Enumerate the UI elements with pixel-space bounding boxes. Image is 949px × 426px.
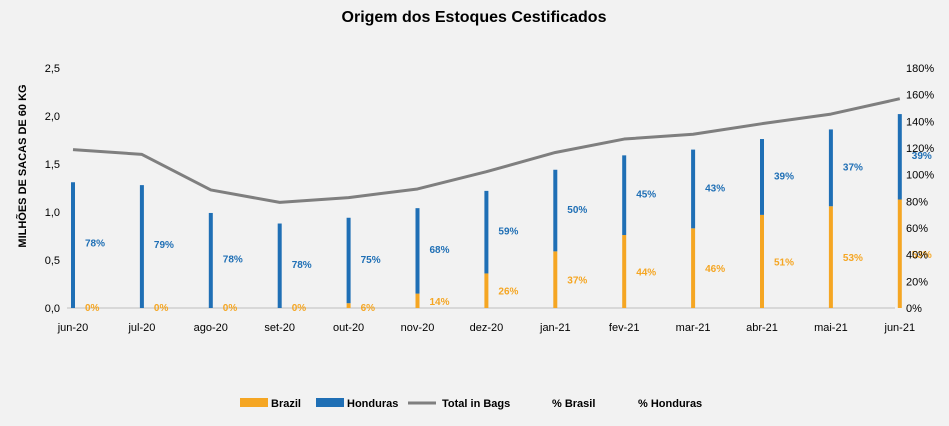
x-tick-label: ago-20	[194, 322, 228, 334]
x-tick-label: jun-21	[884, 322, 916, 334]
bar-brazil	[415, 293, 420, 308]
bar-honduras	[139, 185, 144, 308]
legend-swatch-brazil	[240, 398, 268, 407]
legend-label-brazil: Brazil	[271, 398, 301, 410]
pct-brasil-label: 46%	[705, 264, 725, 275]
bar-honduras	[277, 223, 282, 308]
x-tick-label: dez-20	[470, 322, 504, 334]
y-tick-label: 1,0	[45, 207, 60, 219]
y2-tick-label: 40%	[906, 250, 928, 262]
pct-brasil-label: 6%	[361, 303, 376, 314]
pct-brasil-label: 53%	[912, 250, 932, 261]
pct-honduras-label: 59%	[498, 227, 518, 238]
pct-honduras-label: 78%	[85, 239, 105, 250]
legend-label-total: Total in Bags	[442, 398, 510, 410]
x-tick-label: mar-21	[676, 322, 711, 334]
pct-honduras-label: 39%	[774, 171, 794, 182]
legend-label-honduras: Honduras	[347, 398, 398, 410]
bar-honduras	[346, 217, 351, 304]
bar-brazil	[691, 228, 696, 308]
pct-honduras-label: 50%	[567, 205, 587, 216]
x-tick-label: nov-20	[401, 322, 435, 334]
bar-honduras	[415, 208, 420, 294]
pct-honduras-label: 78%	[223, 255, 243, 266]
legend: Brazil Honduras Total in Bags % Brasil % Hon…	[240, 398, 702, 410]
x-tick-label: set-20	[264, 322, 295, 334]
x-tick-label: jan-21	[539, 322, 571, 334]
legend-label-pct: % Brasil	[552, 398, 595, 410]
axes: 0,0 0,5 1,0 1,5 2,0 2,5 0% 20% 40% 60% 80% 100% 120%…	[45, 63, 935, 334]
x-tick-label: mai-21	[814, 322, 848, 334]
y2-tick-label: 20%	[906, 276, 928, 288]
chart-title: Origem dos Estoques Cestificados	[342, 9, 607, 26]
data-labels: 78% 0% 79% 0% 78% 0% 78% 0% 75% 6% 68% 14% 59% 26% 50%…	[85, 151, 932, 314]
y2-tick-label: 160%	[906, 90, 934, 102]
pct-honduras-label: 37%	[843, 162, 863, 173]
bar-honduras	[691, 149, 696, 229]
y-axis-label: MILHÕES DE SACAS DE 60 KG	[16, 84, 29, 247]
bar-honduras	[828, 129, 833, 207]
pct-honduras-label: 39%	[912, 151, 932, 162]
y2-tick-label: 180%	[906, 63, 934, 75]
pct-brasil-label: 51%	[774, 257, 794, 268]
y-tick-label: 0,5	[45, 255, 60, 267]
pct-brasil-label: 44%	[636, 268, 656, 279]
pct-brasil-label: 14%	[430, 297, 450, 308]
total-in-bags-line	[72, 97, 901, 204]
bar-honduras	[760, 139, 764, 215]
x-tick-label: out-20	[333, 322, 364, 334]
y2-tick-label: 100%	[906, 170, 934, 182]
y-tick-label: 2,0	[45, 111, 60, 123]
bar-brazil	[897, 199, 902, 308]
x-tick-label: abr-21	[746, 322, 778, 334]
y2-tick-label: 120%	[906, 143, 934, 155]
bar-brazil	[553, 251, 558, 308]
pct-honduras-label: 45%	[636, 190, 656, 201]
bar-honduras	[622, 155, 627, 236]
y-tick-label: 2,5	[45, 63, 60, 75]
bar-brazil	[760, 214, 764, 308]
bar-honduras	[897, 114, 902, 200]
y2-tick-label: 80%	[906, 196, 928, 208]
bar-honduras	[71, 182, 75, 308]
pct-brasil-label: 0%	[292, 303, 307, 314]
bar-honduras	[553, 169, 558, 252]
y2-tick-label: 60%	[906, 223, 928, 235]
pct-brasil-label: 53%	[843, 253, 863, 264]
x-tick-label: fev-21	[609, 322, 640, 334]
pct-honduras-label: 78%	[292, 260, 312, 271]
legend-label-pct: % Honduras	[638, 398, 702, 410]
x-tick-label: jun-20	[57, 322, 89, 334]
pct-honduras-label: 68%	[430, 245, 450, 256]
pct-brasil-label: 0%	[85, 303, 100, 314]
bar-brazil	[346, 303, 351, 308]
pct-honduras-label: 43%	[705, 183, 725, 194]
y-tick-label: 1,5	[45, 159, 60, 171]
total-line	[72, 97, 901, 204]
pct-honduras-label: 79%	[154, 240, 174, 251]
bar-honduras	[208, 212, 213, 308]
y2-tick-label: 0%	[906, 303, 922, 315]
legend-swatch-honduras	[316, 398, 344, 407]
pct-brasil-label: 37%	[567, 276, 587, 287]
pct-brasil-label: 0%	[154, 303, 169, 314]
bars	[71, 114, 902, 308]
bar-brazil	[484, 273, 489, 308]
bar-brazil	[828, 206, 833, 308]
y2-tick-label: 140%	[906, 116, 934, 128]
y-tick-label: 0,0	[45, 303, 60, 315]
pct-honduras-label: 75%	[361, 255, 381, 266]
x-tick-label: jul-20	[127, 322, 155, 334]
pct-brasil-label: 0%	[223, 303, 238, 314]
pct-brasil-label: 26%	[498, 287, 518, 298]
bar-honduras	[484, 190, 489, 274]
bar-brazil	[622, 235, 627, 308]
